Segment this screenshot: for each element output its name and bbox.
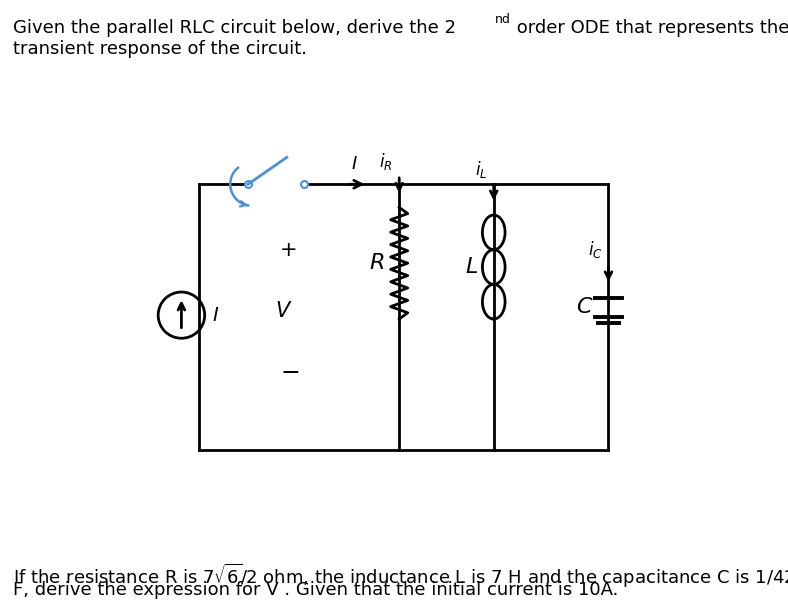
Text: V: V	[276, 301, 290, 321]
Text: $i_L$: $i_L$	[475, 159, 488, 180]
Text: If the resistance R is $7\sqrt{6}$/2 ohm, the inductance L is 7 H and the capaci: If the resistance R is $7\sqrt{6}$/2 ohm…	[13, 561, 788, 589]
Text: F, derive the expression for V . Given that the initial current is 10A.: F, derive the expression for V . Given t…	[13, 581, 618, 599]
Text: order ODE that represents the: order ODE that represents the	[511, 19, 788, 38]
Text: I: I	[351, 155, 357, 174]
Text: I: I	[213, 306, 218, 325]
Text: +: +	[280, 240, 297, 260]
Text: L: L	[466, 257, 478, 277]
Text: $i_C$: $i_C$	[588, 240, 602, 261]
Text: nd: nd	[495, 13, 511, 26]
Text: $i_R$: $i_R$	[379, 151, 393, 172]
Text: C: C	[576, 298, 592, 318]
Text: Given the parallel RLC circuit below, derive the 2: Given the parallel RLC circuit below, de…	[13, 19, 455, 38]
Text: −: −	[281, 361, 300, 385]
Text: R: R	[370, 253, 385, 273]
Text: transient response of the circuit.: transient response of the circuit.	[13, 40, 307, 58]
